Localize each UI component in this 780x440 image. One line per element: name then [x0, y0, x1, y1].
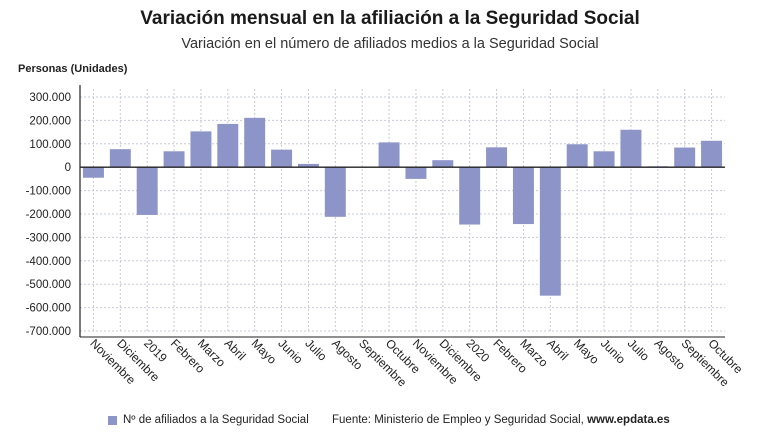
- x-tick-label: Junio: [275, 336, 305, 366]
- x-tick-label: Junio: [598, 336, 628, 366]
- grid-layer: [80, 89, 725, 332]
- legend-label: Nº de afiliados a la Seguridad Social: [123, 414, 309, 426]
- bar: [217, 123, 239, 168]
- y-tick-label: -700.000: [26, 326, 71, 338]
- bar: [82, 167, 104, 178]
- y-tick-label: -200.000: [26, 209, 71, 221]
- legend-swatch: [108, 415, 117, 425]
- bar: [271, 149, 293, 168]
- bar: [566, 144, 588, 168]
- x-tick-label: Julio: [625, 336, 653, 364]
- bar: [378, 142, 400, 168]
- source-site: www.epdata.es: [587, 414, 670, 426]
- x-tick-label: Mayo: [249, 336, 280, 367]
- bars-layer: [82, 117, 723, 296]
- bar: [109, 149, 131, 168]
- bar: [136, 167, 158, 215]
- bar: [486, 147, 508, 168]
- y-tick-labels: 300.000 200.000 100.000 0 -100.000 -200.000 -3…: [26, 92, 71, 338]
- y-tick-label: -400.000: [26, 256, 71, 268]
- bar: [190, 131, 212, 168]
- y-tick-label: -500.000: [26, 279, 71, 291]
- bar: [163, 151, 185, 168]
- bar: [593, 151, 615, 168]
- bar: [620, 129, 642, 168]
- y-axis-label: Personas (Unidades): [18, 63, 128, 75]
- bar: [405, 167, 427, 179]
- bar: [432, 160, 454, 168]
- bar: [539, 167, 561, 296]
- y-tick-label: 200.000: [29, 115, 71, 127]
- chart-subtitle: Variación en el número de afiliados medi…: [181, 36, 599, 52]
- bar: [674, 147, 696, 168]
- legend: Nº de afiliados a la Seguridad Social: [108, 414, 309, 426]
- source-text: Fuente: Ministerio de Empleo y Seguridad…: [332, 414, 588, 426]
- y-tick-label: 300.000: [29, 92, 71, 104]
- bar: [512, 167, 534, 225]
- bar: [297, 163, 319, 168]
- bar: [701, 140, 723, 168]
- y-tick-label: -300.000: [26, 232, 71, 244]
- x-tick-label: Julio: [302, 336, 330, 364]
- bar: [244, 117, 266, 168]
- y-tick-label: -600.000: [26, 303, 71, 315]
- y-tick-label: 0: [65, 162, 71, 174]
- chart-title: Variación mensual en la afiliación a la …: [140, 8, 640, 29]
- y-tick-label: 100.000: [29, 139, 71, 151]
- x-tick-label: Mayo: [571, 336, 602, 367]
- source-note: Fuente: Ministerio de Empleo y Seguridad…: [332, 414, 670, 426]
- y-tick-label: -100.000: [26, 186, 71, 198]
- bar: [324, 167, 346, 217]
- axis-layer: [79, 85, 725, 338]
- bar: [459, 167, 481, 225]
